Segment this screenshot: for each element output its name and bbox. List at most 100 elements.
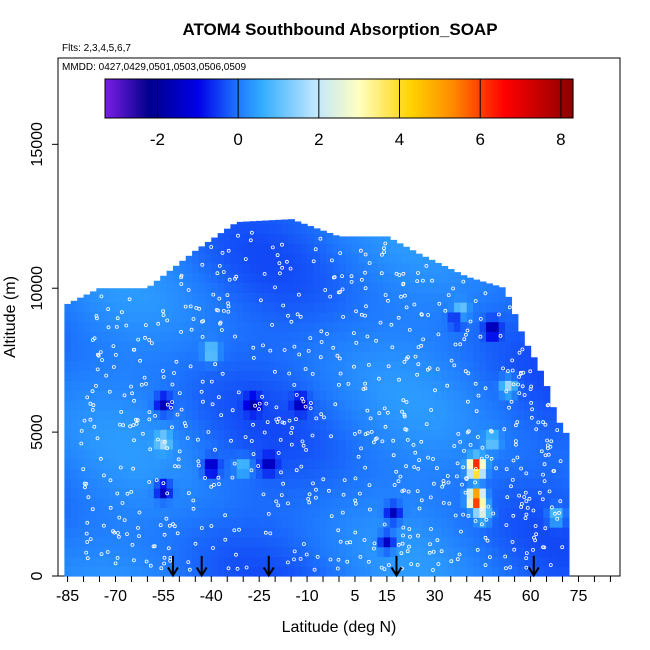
heat-cell — [275, 292, 283, 303]
heat-cell — [383, 468, 391, 479]
colorbar-segment — [296, 79, 299, 118]
heat-cell — [89, 536, 97, 548]
sample-point — [167, 523, 172, 528]
heat-cell — [370, 507, 378, 518]
heat-cell — [479, 478, 487, 489]
sample-point — [298, 314, 303, 319]
heat-cell — [268, 341, 276, 352]
heat-cell — [77, 380, 85, 391]
heat-cell — [498, 341, 506, 352]
heat-cell — [530, 507, 538, 518]
sample-point — [262, 430, 267, 435]
heat-cell — [524, 448, 532, 460]
heat-cell — [307, 262, 315, 274]
heat-cell — [249, 253, 257, 264]
heat-cell — [64, 370, 72, 381]
heat-cell — [172, 478, 180, 489]
heat-cell — [147, 292, 155, 303]
heat-cell — [89, 370, 97, 381]
heat-cell — [370, 350, 378, 362]
heat-cell — [230, 350, 238, 362]
sample-point — [367, 483, 372, 488]
heat-cell — [415, 487, 423, 499]
heat-cell — [281, 321, 289, 332]
heat-cell — [485, 341, 493, 352]
heat-cell — [230, 487, 238, 499]
heat-cell — [294, 399, 302, 411]
heat-cell — [224, 282, 232, 293]
heat-cell — [294, 429, 302, 440]
heat-cell — [83, 409, 91, 421]
heat-cell — [77, 448, 85, 460]
heat-cell — [313, 233, 321, 244]
heat-cell — [351, 292, 359, 303]
heat-cell — [422, 321, 430, 332]
heat-cell — [345, 497, 353, 509]
heat-cell — [147, 311, 155, 323]
heat-cell — [294, 458, 302, 469]
heat-cell — [198, 468, 206, 479]
heat-cell — [549, 507, 557, 518]
heat-cell — [390, 517, 398, 528]
sample-point — [354, 309, 359, 314]
heat-cell — [402, 331, 410, 342]
heat-cell — [185, 272, 193, 284]
heat-cell — [453, 341, 461, 352]
heat-cell — [96, 409, 104, 421]
heat-cell — [505, 360, 513, 372]
heat-cell — [441, 458, 449, 469]
heat-cell — [517, 497, 525, 509]
heat-cell — [326, 497, 334, 509]
heat-cell — [172, 282, 180, 293]
sample-point — [83, 485, 87, 490]
heat-cell — [339, 497, 346, 509]
heat-cell — [204, 478, 212, 489]
colorbar-segment — [465, 79, 469, 118]
sample-point — [196, 459, 201, 464]
heat-cell — [70, 556, 78, 567]
heat-cell — [313, 439, 321, 450]
heat-cell — [217, 233, 225, 244]
sample-point — [399, 294, 403, 299]
sample-point — [428, 495, 433, 500]
heat-cell — [396, 468, 404, 479]
colorbar-segment — [120, 79, 124, 118]
sample-point — [461, 279, 466, 284]
sample-point — [115, 316, 120, 321]
heat-cell — [536, 439, 544, 450]
heat-cell — [115, 546, 123, 558]
colorbar-segment — [247, 79, 250, 118]
sample-point — [209, 524, 214, 528]
heat-cell — [172, 468, 180, 479]
heat-cell — [287, 380, 295, 391]
heat-cell — [307, 468, 315, 479]
sample-point — [510, 358, 515, 363]
heat-cell — [128, 468, 136, 479]
heat-cell — [141, 311, 149, 323]
heat-cell — [185, 527, 193, 538]
heat-cell — [275, 497, 283, 509]
heat-cell — [243, 243, 251, 254]
heat-cell — [422, 331, 430, 342]
heat-cell — [358, 370, 366, 381]
sample-point — [396, 479, 401, 484]
sample-point — [507, 405, 511, 410]
sample-point — [329, 258, 334, 263]
heat-cell — [243, 311, 251, 323]
sample-point — [292, 557, 296, 562]
heat-cell — [204, 517, 212, 528]
colorbar-segment — [530, 79, 533, 118]
heat-cell — [236, 311, 244, 323]
sample-point — [415, 372, 420, 377]
heat-cell — [460, 439, 468, 450]
heat-cell — [115, 390, 123, 401]
colorbar-segment — [426, 79, 430, 118]
heat-cell — [434, 409, 442, 421]
heat-cell — [275, 556, 283, 567]
heat-cell — [217, 302, 225, 313]
sample-point — [473, 299, 478, 303]
heat-cell — [562, 468, 570, 479]
sample-point — [405, 549, 410, 554]
heat-cell — [415, 507, 423, 518]
colorbar-segment — [350, 79, 354, 118]
